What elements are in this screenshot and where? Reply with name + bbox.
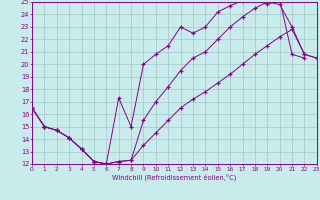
X-axis label: Windchill (Refroidissement éolien,°C): Windchill (Refroidissement éolien,°C) bbox=[112, 173, 236, 181]
